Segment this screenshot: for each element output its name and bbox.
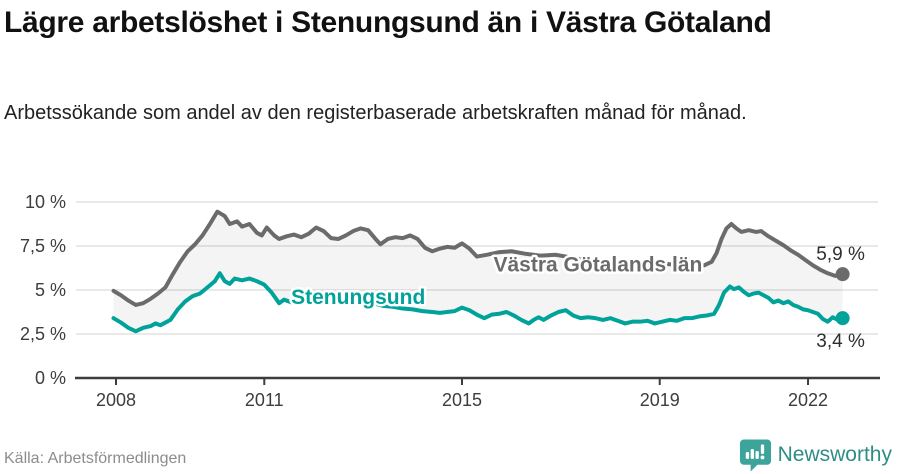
series-end-dot bbox=[835, 311, 850, 326]
line-chart: 0 % 2,5 % 5 % 7,5 % 10 % 2008 2011 2015 2019 2022… bbox=[0, 185, 900, 415]
x-axis-tick-label: 2008 bbox=[96, 390, 136, 410]
newsworthy-logo: Newsworthy bbox=[739, 438, 892, 472]
series-line bbox=[111, 209, 845, 307]
brand-name: Newsworthy bbox=[777, 443, 892, 466]
chart-subtitle: Arbetssökande som andel av den registerb… bbox=[4, 102, 747, 124]
y-axis-tick-label: 7,5 % bbox=[20, 236, 66, 256]
series-end-value-label: 5,9 % bbox=[816, 244, 865, 265]
source-note: Källa: Arbetsförmedlingen bbox=[4, 450, 187, 467]
line-chart-canvas: 0 % 2,5 % 5 % 7,5 % 10 % 2008 2011 2015 2019 2022… bbox=[20, 192, 880, 410]
y-axis-tick-label: 2,5 % bbox=[20, 324, 66, 344]
newsworthy-icon bbox=[739, 439, 771, 472]
series-name-label: Stenungsund bbox=[291, 286, 425, 309]
series-name-label: Västra Götalands län bbox=[493, 253, 702, 276]
x-axis-tick-label: 2015 bbox=[442, 390, 482, 410]
series-end-value-label: 3,4 % bbox=[816, 331, 865, 352]
x-axis-tick-label: 2019 bbox=[640, 390, 680, 410]
series-line bbox=[111, 271, 845, 334]
x-axis-tick-label: 2011 bbox=[245, 390, 284, 410]
y-axis-tick-label: 5 % bbox=[35, 280, 66, 300]
page-title: Lägre arbetslöshet i Stenungsund än i Vä… bbox=[4, 6, 772, 39]
between-series-band bbox=[113, 211, 843, 332]
y-axis-tick-label: 0 % bbox=[35, 368, 66, 388]
x-axis-tick-label: 2022 bbox=[788, 390, 828, 410]
y-axis-tick-label: 10 % bbox=[25, 192, 66, 212]
series-end-dot bbox=[835, 267, 850, 282]
